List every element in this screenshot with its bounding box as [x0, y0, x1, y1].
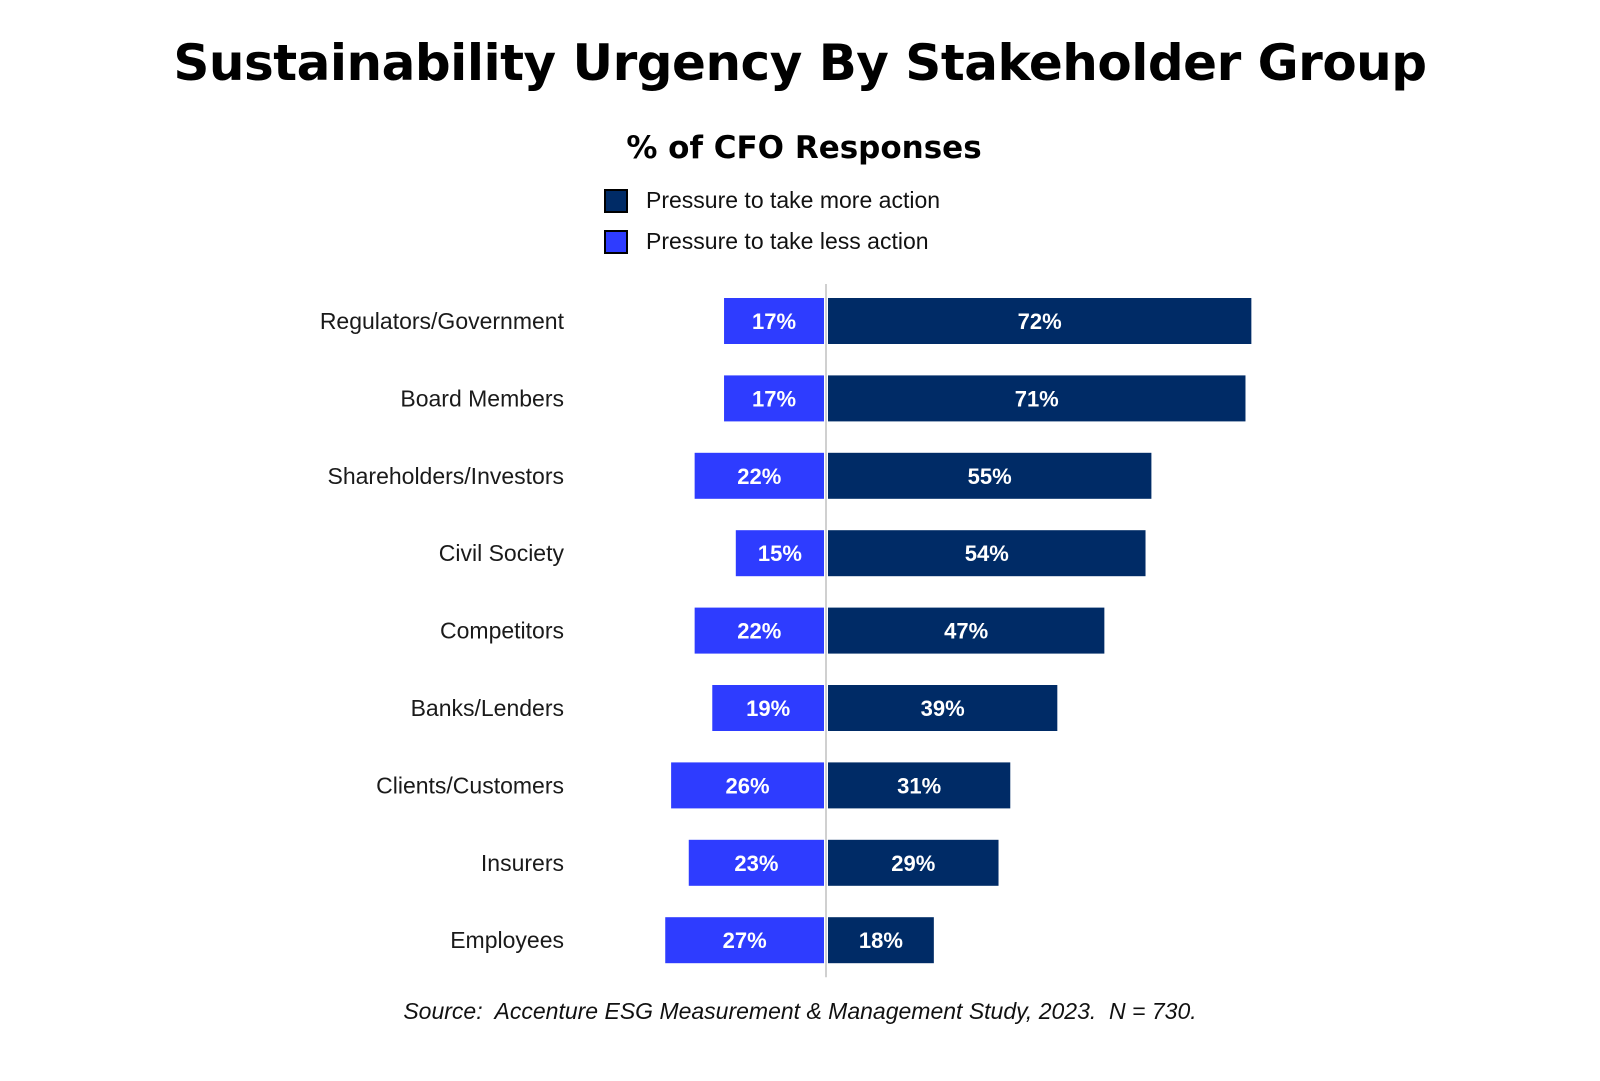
bar-more-action-regulators-government	[828, 298, 1252, 344]
value-label-more-action-shareholders-investors: 55%	[968, 464, 1012, 489]
chart-title: Sustainability Urgency By Stakeholder Gr…	[173, 34, 1427, 92]
bar-more-action-civil-society	[828, 530, 1146, 577]
bar-less-action-board-members	[724, 375, 824, 422]
value-label-less-action-banks-lenders: 19%	[746, 696, 790, 721]
value-label-more-action-competitors: 47%	[944, 619, 988, 644]
category-label-shareholders-investors: Shareholders/Investors	[327, 463, 564, 489]
legend-item-less-action: Pressure to take less action	[604, 221, 940, 262]
legend-label-more-action: Pressure to take more action	[646, 187, 941, 213]
value-label-less-action-competitors: 22%	[737, 619, 781, 644]
legend-item-more-action: Pressure to take more action	[604, 180, 940, 221]
value-label-less-action-regulators-government: 17%	[752, 309, 796, 334]
category-label-employees: Employees	[450, 927, 564, 953]
bar-more-action-board-members	[828, 375, 1246, 422]
value-label-more-action-employees: 18%	[859, 928, 903, 953]
bar-less-action-employees	[665, 917, 824, 964]
value-label-less-action-insurers: 23%	[734, 851, 778, 876]
source-note: Source: Accenture ESG Measurement & Mana…	[403, 998, 1197, 1024]
legend-swatch-more-action	[604, 188, 628, 213]
bar-less-action-banks-lenders	[712, 685, 824, 731]
bar-more-action-competitors	[828, 607, 1105, 654]
bar-less-action-clients-customers	[671, 762, 824, 809]
category-label-clients-customers: Clients/Customers	[376, 772, 564, 798]
value-label-less-action-shareholders-investors: 22%	[737, 464, 781, 489]
legend-swatch-less-action	[604, 229, 628, 254]
value-label-less-action-civil-society: 15%	[758, 541, 802, 566]
bar-less-action-regulators-government	[724, 298, 824, 344]
bar-less-action-competitors	[694, 607, 824, 654]
value-label-less-action-board-members: 17%	[752, 386, 796, 411]
value-label-less-action-employees: 27%	[723, 928, 767, 953]
bar-more-action-banks-lenders	[828, 685, 1058, 731]
category-label-civil-society: Civil Society	[439, 540, 565, 566]
category-label-competitors: Competitors	[440, 618, 564, 644]
category-label-regulators-government: Regulators/Government	[320, 308, 565, 334]
bar-more-action-insurers	[828, 839, 999, 886]
bar-more-action-clients-customers	[828, 762, 1011, 809]
bar-less-action-civil-society	[735, 530, 824, 577]
value-label-more-action-board-members: 71%	[1015, 386, 1059, 411]
chart-subtitle: % of CFO Responses	[626, 130, 982, 166]
legend-label-less-action: Pressure to take less action	[646, 228, 929, 254]
category-label-insurers: Insurers	[481, 850, 564, 876]
value-label-more-action-clients-customers: 31%	[897, 773, 941, 798]
value-label-more-action-banks-lenders: 39%	[921, 696, 965, 721]
value-label-more-action-regulators-government: 72%	[1018, 309, 1062, 334]
value-label-more-action-insurers: 29%	[891, 851, 935, 876]
bar-more-action-employees	[828, 917, 934, 964]
value-label-more-action-civil-society: 54%	[965, 541, 1009, 566]
bar-less-action-insurers	[688, 839, 824, 886]
chart-legend: Pressure to take more action Pressure to…	[604, 180, 940, 262]
value-label-less-action-clients-customers: 26%	[726, 773, 770, 798]
bar-more-action-shareholders-investors	[828, 452, 1152, 499]
bar-less-action-shareholders-investors	[694, 452, 824, 499]
category-label-board-members: Board Members	[400, 385, 564, 411]
category-label-banks-lenders: Banks/Lenders	[411, 695, 564, 721]
